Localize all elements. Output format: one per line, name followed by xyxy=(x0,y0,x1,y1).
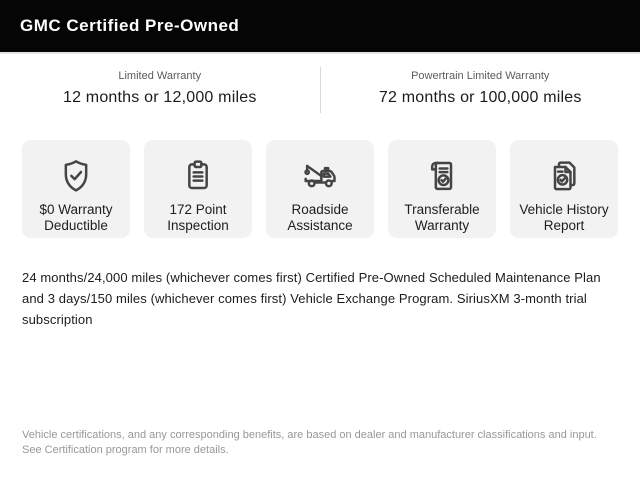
powertrain-warranty-label: Powertrain Limited Warranty xyxy=(411,70,550,82)
report-pages-check-icon xyxy=(544,153,584,198)
limited-warranty-value: 12 months or 12,000 miles xyxy=(62,89,257,106)
warranty-summary: Limited Warranty 12 months or 12,000 mil… xyxy=(0,67,640,113)
maintenance-plan-description: 24 months/24,000 miles (whichever comes … xyxy=(22,270,601,327)
warranty-scroll-check-icon xyxy=(422,153,462,198)
certified-preowned-header: GMC Certified Pre-Owned xyxy=(0,0,640,54)
benefit-label: Transferable Warranty xyxy=(404,202,480,234)
page-title: GMC Certified Pre-Owned xyxy=(20,16,240,35)
benefit-label: Vehicle History Report xyxy=(519,202,609,234)
benefit-card-point-inspection: 172 Point Inspection xyxy=(144,140,252,238)
clipboard-icon xyxy=(178,153,218,198)
shield-check-icon xyxy=(56,153,96,198)
benefit-card-transferable-warranty: Transferable Warranty xyxy=(388,140,496,238)
limited-warranty-label: Limited Warranty xyxy=(118,70,202,82)
limited-warranty-block: Limited Warranty 12 months or 12,000 mil… xyxy=(0,67,320,113)
benefit-label: Roadside Assistance xyxy=(287,202,353,234)
benefit-label: $0 Warranty Deductible xyxy=(39,202,113,234)
powertrain-warranty-block: Powertrain Limited Warranty 72 months or… xyxy=(321,67,640,113)
certification-disclaimer: Vehicle certifications, and any correspo… xyxy=(22,429,597,457)
benefit-cards-row: $0 Warranty Deductible 172 Point Inspect… xyxy=(22,140,618,238)
warranty-divider xyxy=(319,67,321,113)
benefit-card-warranty-deductible: $0 Warranty Deductible xyxy=(22,140,130,238)
benefit-card-roadside-assistance: Roadside Assistance xyxy=(266,140,374,238)
benefit-card-vehicle-history: Vehicle History Report xyxy=(510,140,618,238)
tow-truck-icon xyxy=(299,153,341,198)
benefit-label: 172 Point Inspection xyxy=(167,202,229,234)
powertrain-warranty-value: 72 months or 100,000 miles xyxy=(378,89,582,106)
